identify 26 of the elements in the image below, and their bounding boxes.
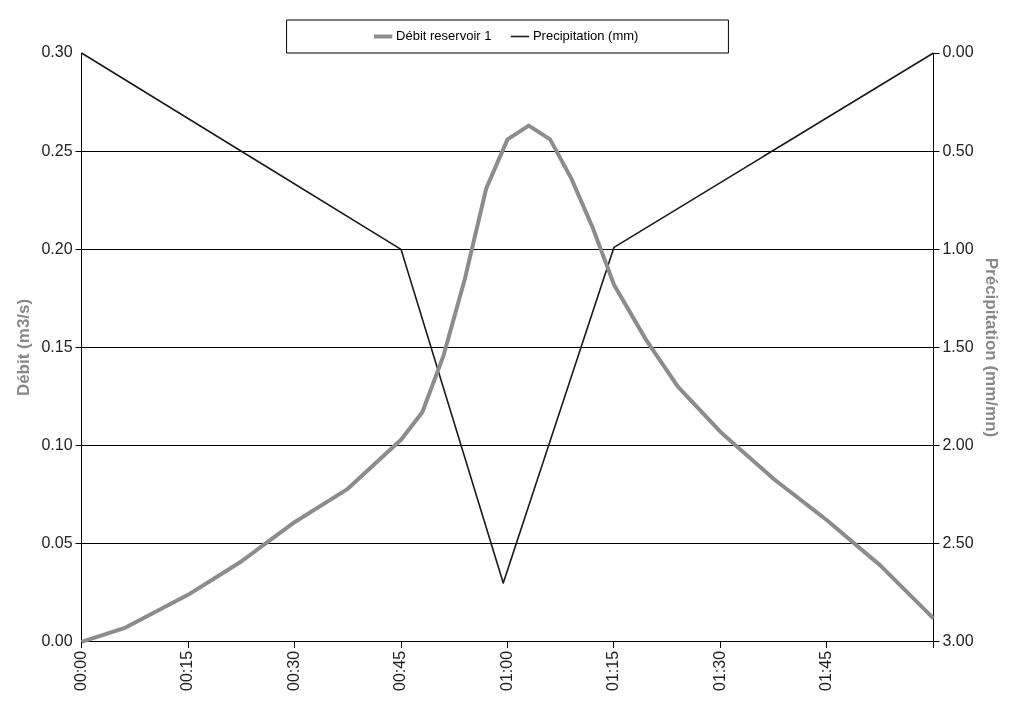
x-tick-label: 00:30 [284, 650, 302, 692]
y2-tick-label: 1.50 [942, 337, 974, 355]
x-tick-label: 00:15 [178, 650, 196, 692]
y-tick-label: 0.30 [41, 43, 73, 61]
y2-tick-label: 2.00 [942, 436, 974, 454]
y-tick-label: 0.15 [41, 337, 73, 355]
y-tick-label: 0.05 [41, 534, 73, 552]
x-tick-label: 01:15 [604, 650, 622, 692]
y-tick-label: 0.00 [41, 632, 73, 650]
y-axis-title: Débit (m3/s) [13, 298, 33, 397]
y2-axis-title: Précipitation (mm/mn) [982, 257, 1002, 438]
legend-label: Débit reservoir 1 [396, 28, 492, 44]
y-tick-label: 0.10 [41, 436, 73, 454]
y2-tick-label: 1.00 [942, 239, 974, 257]
y2-tick-label: 2.50 [942, 534, 974, 552]
y2-tick-label: 0.00 [942, 43, 974, 61]
y2-tick-label: 3.00 [942, 632, 974, 650]
y2-tick-label: 0.50 [942, 141, 974, 159]
y-tick-label: 0.20 [41, 239, 73, 257]
x-tick-label: 00:45 [391, 650, 409, 692]
x-tick-label: 00:00 [71, 650, 89, 692]
y-tick-label: 0.25 [41, 141, 73, 159]
x-tick-label: 01:30 [710, 650, 728, 692]
x-tick-label: 01:45 [817, 650, 835, 692]
x-tick-label: 01:00 [497, 650, 515, 692]
legend-label: Precipitation (mm) [532, 28, 639, 44]
